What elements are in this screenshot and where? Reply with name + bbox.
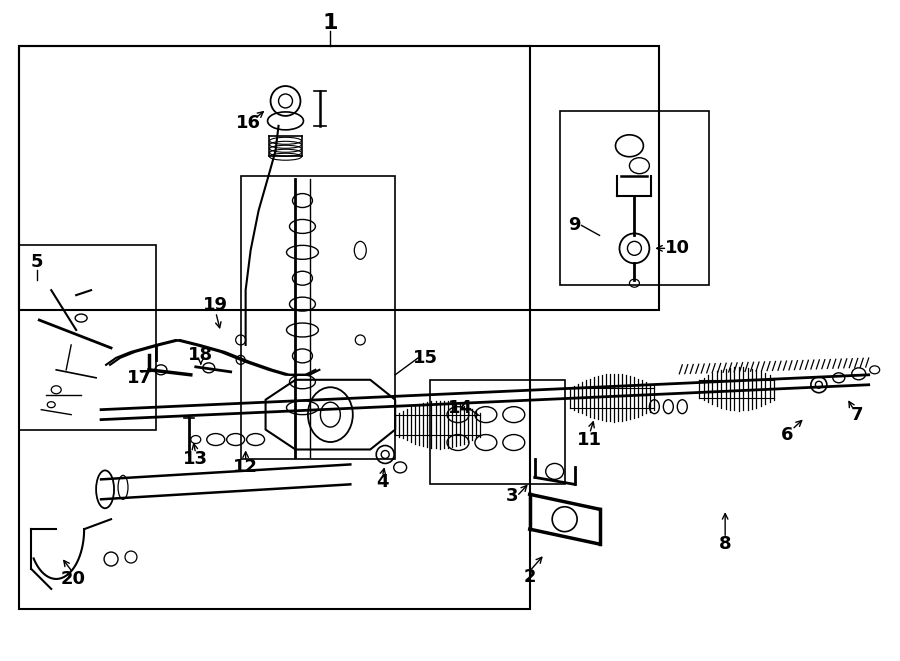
Text: 3: 3 <box>506 487 518 505</box>
Text: 17: 17 <box>127 369 151 387</box>
Text: 20: 20 <box>60 570 86 588</box>
Text: 14: 14 <box>447 399 473 416</box>
Text: 1: 1 <box>322 13 338 33</box>
Bar <box>560 111 709 285</box>
Bar <box>19 245 156 430</box>
Text: 13: 13 <box>184 450 208 469</box>
Bar <box>19 46 660 310</box>
Text: 7: 7 <box>850 406 863 424</box>
Text: 15: 15 <box>412 349 437 367</box>
Bar <box>19 46 530 609</box>
Text: 8: 8 <box>719 535 732 553</box>
Text: 6: 6 <box>780 426 793 444</box>
Text: 18: 18 <box>188 346 213 364</box>
Text: 2: 2 <box>524 568 536 586</box>
Text: 4: 4 <box>376 473 389 491</box>
Bar <box>240 176 395 459</box>
Text: 5: 5 <box>31 253 43 271</box>
Bar <box>430 380 564 485</box>
Text: 12: 12 <box>233 459 258 477</box>
Text: 16: 16 <box>236 114 261 132</box>
Text: 11: 11 <box>577 430 602 449</box>
Text: 9: 9 <box>569 216 580 235</box>
Text: 10: 10 <box>665 239 689 257</box>
Text: 19: 19 <box>203 296 229 314</box>
